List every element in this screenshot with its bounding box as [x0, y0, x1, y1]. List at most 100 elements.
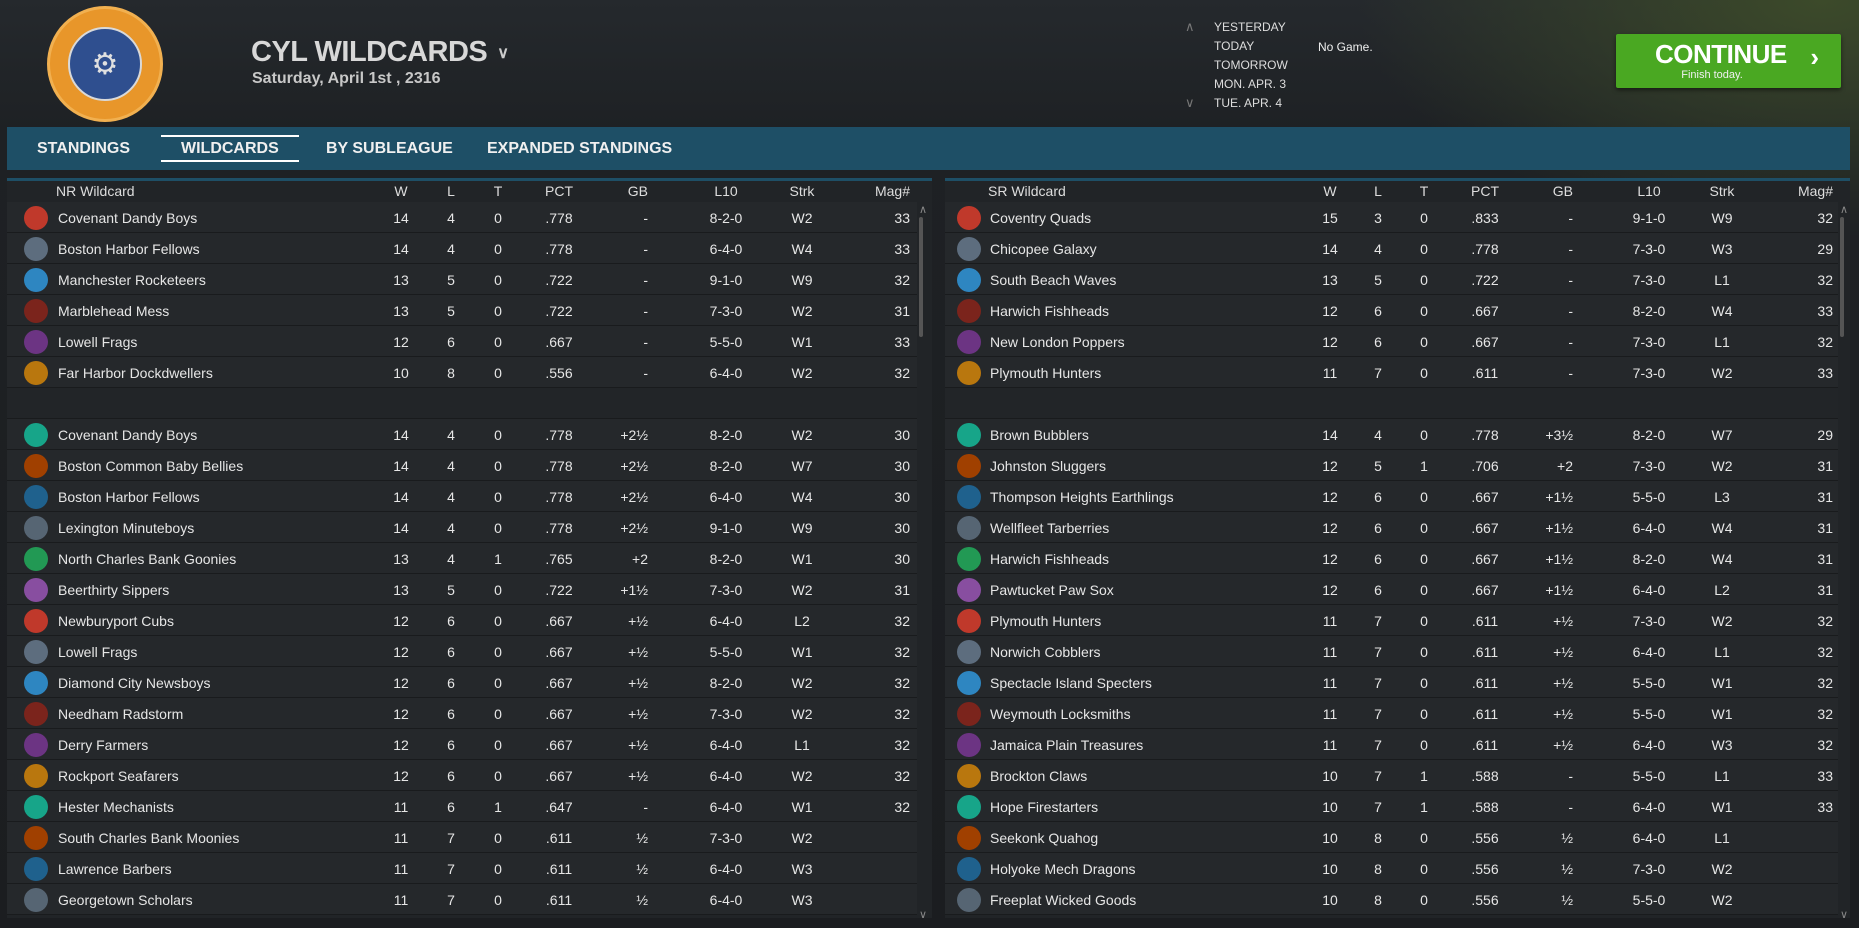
day-yesterday[interactable]: YESTERDAY: [1214, 20, 1286, 34]
games-back: -: [1568, 365, 1573, 381]
games-back: -: [643, 241, 648, 257]
wins: 14: [393, 427, 409, 443]
table-row[interactable]: Chicopee Galaxy 14 4 0 .778 - 7-3-0 W3 29: [945, 233, 1838, 264]
losses: 7: [1374, 644, 1382, 660]
chevron-down-icon[interactable]: ∨: [1840, 909, 1849, 921]
table-row[interactable]: Weymouth Locksmiths 11 7 0 .611 +½ 5-5-0 W1 32: [945, 698, 1838, 729]
chevron-up-icon[interactable]: ∧: [1185, 19, 1195, 34]
magic-number: 31: [1817, 551, 1833, 567]
table-row[interactable]: South Beach Waves 13 5 0 .722 - 7-3-0 L1 32: [945, 264, 1838, 295]
continue-button[interactable]: CONTINUE Finish today. ›: [1616, 34, 1841, 88]
table-row[interactable]: Thompson Heights Earthlings 12 6 0 .667 +1½ 5-…: [945, 481, 1838, 512]
table-row[interactable]: Holyoke Mech Dragons 10 8 0 .556 ½ 7-3-0 W2: [945, 853, 1838, 884]
table-row[interactable]: Covenant Dandy Boys 14 4 0 .778 +2½ 8-2-0 W2 30: [7, 419, 917, 450]
table-row[interactable]: Derry Farmers 12 6 0 .667 +½ 6-4-0 L1 32: [7, 729, 917, 760]
table-row[interactable]: Diamond City Newsboys 12 6 0 .667 +½ 8-2-0 W2 32: [7, 667, 917, 698]
team-name: Marblehead Mess: [58, 303, 170, 319]
table-row[interactable]: Wellfleet Tarberries 12 6 0 .667 +1½ 6-4-0 W4 31: [945, 512, 1838, 543]
table-row[interactable]: Needham Radstorm 12 6 0 .667 +½ 7-3-0 W2 32: [7, 698, 917, 729]
games-back: +2: [632, 551, 648, 567]
table-row[interactable]: Plymouth Hunters 11 7 0 .611 - 7-3-0 W2 33: [945, 357, 1838, 388]
ties: 1: [1420, 799, 1428, 815]
day-tue-apr-4[interactable]: TUE. APR. 4: [1214, 96, 1283, 110]
table-row[interactable]: Newburyport Cubs 12 6 0 .667 +½ 6-4-0 L2 32: [7, 605, 917, 636]
table-row[interactable]: Spectacle Island Specters 11 7 0 .611 +½ 5-5-0…: [945, 667, 1838, 698]
team-logo-icon: [24, 516, 48, 540]
table-row[interactable]: Beerthirty Sippers 13 5 0 .722 +1½ 7-3-0 W2 31: [7, 574, 917, 605]
column-header-wins: W: [394, 183, 408, 199]
chevron-down-icon[interactable]: ∨: [1185, 95, 1195, 110]
day-mon-apr-3[interactable]: MON. APR. 3: [1214, 77, 1287, 91]
losses: 7: [1374, 613, 1382, 629]
losses: 5: [1374, 272, 1382, 288]
chevron-down-icon[interactable]: ∨: [497, 44, 509, 62]
scrollbar[interactable]: ∧ ∨: [919, 203, 928, 921]
pct: .611: [545, 861, 573, 877]
day-today[interactable]: TODAY: [1214, 39, 1255, 53]
table-row[interactable]: Jamaica Plain Treasures 11 7 0 .611 +½ 6-4-0 W3…: [945, 729, 1838, 760]
losses: 7: [447, 861, 455, 877]
losses: 5: [447, 303, 455, 319]
table-row[interactable]: Far Harbor Dockdwellers 10 8 0 .556 - 6-4-0 W2 3…: [7, 357, 917, 388]
table-row[interactable]: Brown Bubblers 14 4 0 .778 +3½ 8-2-0 W7 29: [945, 419, 1838, 450]
tab-wildcards[interactable]: WILDCARDS: [161, 135, 299, 162]
table-row[interactable]: Brockton Claws 10 7 1 .588 - 5-5-0 L1 33: [945, 760, 1838, 791]
column-header-magic-number: Mag#: [1797, 183, 1833, 199]
chevron-up-icon[interactable]: ∧: [919, 204, 928, 216]
table-row[interactable]: Lawrence Barbers 11 7 0 .611 ½ 6-4-0 W3: [7, 853, 917, 884]
games-back: -: [1568, 334, 1573, 350]
losses: 4: [447, 210, 455, 226]
team-logo-icon: [24, 299, 48, 323]
ties: 0: [494, 241, 502, 257]
table-row[interactable]: Lowell Frags 12 6 0 .667 - 5-5-0 W1 33: [7, 326, 917, 357]
tab-standings[interactable]: STANDINGS: [37, 140, 131, 157]
magic-number: 32: [894, 644, 910, 660]
table-row[interactable]: Seekonk Quahog 10 8 0 .556 ½ 6-4-0 L1: [945, 822, 1838, 853]
table-row[interactable]: Hope Firestarters 10 7 1 .588 - 6-4-0 W1 33: [945, 791, 1838, 822]
table-row[interactable]: Harwich Fishheads 12 6 0 .667 +1½ 8-2-0 W4 31: [945, 543, 1838, 574]
tab-by-subleague[interactable]: BY SUBLEAGUE: [326, 140, 453, 157]
table-row[interactable]: Plymouth Hunters 11 7 0 .611 +½ 7-3-0 W2 32: [945, 605, 1838, 636]
table-row[interactable]: Georgetown Scholars 11 7 0 .611 ½ 6-4-0 W3: [7, 884, 917, 915]
table-row[interactable]: Johnston Sluggers 12 5 1 .706 +2 7-3-0 W2 31: [945, 450, 1838, 481]
magic-number: 33: [1817, 768, 1833, 784]
table-row[interactable]: North Charles Bank Goonies 13 4 1 .765 +2 8-2-…: [7, 543, 917, 574]
team-name: Lexington Minuteboys: [58, 520, 195, 536]
table-row[interactable]: Boston Harbor Fellows 14 4 0 .778 +2½ 6-4-0 W4 3…: [7, 481, 917, 512]
scrollbar-thumb[interactable]: [919, 217, 923, 337]
chevron-up-icon[interactable]: ∧: [1840, 204, 1849, 216]
page-title[interactable]: CYL WILDCARDS ∨: [251, 36, 509, 69]
team-name: Beerthirty Sippers: [58, 582, 170, 598]
team-name: Brockton Claws: [990, 768, 1088, 784]
table-row[interactable]: Marblehead Mess 13 5 0 .722 - 7-3-0 W2 31: [7, 295, 917, 326]
table-row[interactable]: Coventry Quads 15 3 0 .833 - 9-1-0 W9 32: [945, 202, 1838, 233]
table-row[interactable]: Norwich Cobblers 11 7 0 .611 +½ 6-4-0 L1 32: [945, 636, 1838, 667]
games-back: -: [1568, 272, 1573, 288]
team-name: Pawtucket Paw Sox: [990, 582, 1114, 598]
ties: 1: [494, 551, 502, 567]
magic-number: 32: [894, 272, 910, 288]
games-back: ½: [1561, 892, 1573, 908]
table-row[interactable]: Boston Harbor Fellows 14 4 0 .778 - 6-4-0 W4 33: [7, 233, 917, 264]
day-tomorrow[interactable]: TOMORROW: [1214, 58, 1288, 72]
scrollbar[interactable]: ∧ ∨: [1840, 203, 1849, 921]
table-row[interactable]: Covenant Dandy Boys 14 4 0 .778 - 8-2-0 W2 33: [7, 202, 917, 233]
tab-expanded-standings[interactable]: EXPANDED STANDINGS: [487, 140, 673, 157]
ties: 0: [494, 706, 502, 722]
column-header-streak: Strk: [1709, 183, 1735, 199]
scrollbar-thumb[interactable]: [1840, 217, 1844, 337]
table-row[interactable]: Manchester Rocketeers 13 5 0 .722 - 9-1-0 W9 32: [7, 264, 917, 295]
table-row[interactable]: Freeplat Wicked Goods 10 8 0 .556 ½ 5-5-0 W2: [945, 884, 1838, 915]
table-row[interactable]: Lowell Frags 12 6 0 .667 +½ 5-5-0 W1 32: [7, 636, 917, 667]
table-row[interactable]: Harwich Fishheads 12 6 0 .667 - 8-2-0 W4 33: [945, 295, 1838, 326]
table-row[interactable]: Boston Common Baby Bellies 14 4 0 .778 +2½ 8-2…: [7, 450, 917, 481]
pct: .833: [1471, 210, 1499, 226]
table-row[interactable]: South Charles Bank Moonies 11 7 0 .611 ½ 7-3-0…: [7, 822, 917, 853]
table-row[interactable]: Lexington Minuteboys 14 4 0 .778 +2½ 9-1-0 W9 30: [7, 512, 917, 543]
table-row[interactable]: Rockport Seafarers 12 6 0 .667 +½ 6-4-0 W2 32: [7, 760, 917, 791]
losses: 3: [1374, 210, 1382, 226]
table-row[interactable]: Pawtucket Paw Sox 12 6 0 .667 +1½ 6-4-0 L2 31: [945, 574, 1838, 605]
chevron-down-icon[interactable]: ∨: [919, 909, 928, 921]
table-row[interactable]: Hester Mechanists 11 6 1 .647 - 6-4-0 W1 32: [7, 791, 917, 822]
table-row[interactable]: New London Poppers 12 6 0 .667 - 7-3-0 L1 32: [945, 326, 1838, 357]
